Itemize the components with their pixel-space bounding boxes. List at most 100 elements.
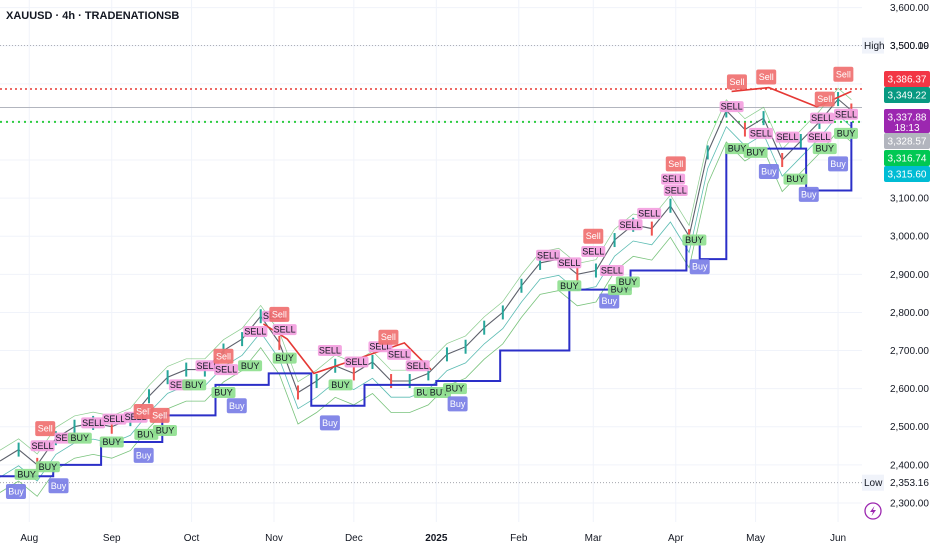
signal-label: BUY (416, 387, 435, 397)
signal-label: BUY (786, 174, 805, 184)
sell-signal: SELL (405, 360, 430, 372)
signal-box (387, 348, 412, 360)
buy-signal: Buy (48, 478, 69, 494)
sell-signal: SELL (775, 131, 800, 143)
signal-label: BUY (430, 387, 449, 397)
signal-box (226, 398, 247, 414)
signal-box (557, 280, 582, 292)
sell-signal: SELL (748, 127, 773, 139)
price-tag (884, 109, 930, 133)
y-tick-label: 3,000.00 (890, 232, 929, 243)
x-axis[interactable]: Aug Sep Oct Nov Dec 2025 Feb Mar Apr May Jun (20, 533, 846, 544)
signal-label: SELL (811, 113, 833, 123)
signal-label: Buy (51, 481, 67, 491)
sell-signal: SELL (834, 108, 858, 120)
x-tick-label: Aug (20, 533, 38, 544)
signal-label: Buy (601, 296, 617, 306)
y-tick-label: 3,500.00 (890, 41, 929, 52)
signal-box (599, 265, 624, 277)
signal-box (814, 91, 835, 107)
lightning-icon[interactable] (864, 502, 882, 520)
signal-label: SELL (407, 361, 429, 371)
signal-label: Sell (586, 231, 601, 241)
sell-signal: Sell (814, 91, 835, 107)
x-tick-label: Feb (510, 533, 528, 544)
signal-box (149, 407, 170, 423)
buy-signal: BUY (35, 461, 60, 473)
signal-box (67, 432, 92, 444)
signal-box (682, 234, 707, 246)
y-tick-label: 2,900.00 (890, 270, 929, 281)
sell-signal: Sell (756, 69, 777, 85)
buy-signal: BUY (557, 280, 582, 292)
sell-signal: SELL (536, 249, 561, 261)
signal-label: SELL (638, 208, 660, 218)
signal-label: SELL (274, 325, 296, 335)
signal-label: SELL (345, 357, 367, 367)
signal-box (405, 360, 430, 372)
sell-signal: SELL (195, 360, 220, 372)
signal-box (213, 348, 234, 364)
x-tick-label: May (746, 533, 765, 544)
signal-box (81, 417, 106, 429)
y-tick-label: 2,800.00 (890, 308, 929, 319)
signal-box (599, 293, 620, 309)
signal-label: Buy (8, 487, 24, 497)
x-tick-label: Apr (668, 533, 684, 544)
signal-box (807, 131, 832, 143)
signal-label: Buy (761, 166, 777, 176)
signal-box (661, 173, 686, 185)
sell-signal: Sell (378, 329, 399, 345)
price-tag-value: 3,328.57 (888, 137, 927, 148)
signal-label: Buy (229, 401, 245, 411)
signal-label: SELL (558, 258, 580, 268)
signal-label: BUY (156, 426, 175, 436)
signal-label: Sell (817, 94, 832, 104)
signal-label: BUY (837, 128, 856, 138)
sell-signal: SELL (272, 324, 297, 336)
signal-label: Sell (729, 77, 744, 87)
price-tag-value: 3,349.22 (888, 91, 927, 102)
signal-label: Buy (692, 262, 708, 272)
signal-box (775, 131, 800, 143)
signal-label: SELL (665, 186, 687, 196)
sell-signal: SELL (344, 356, 369, 368)
signal-box (828, 156, 849, 172)
signal-box (272, 352, 297, 364)
signal-label: Sell (216, 351, 231, 361)
price-tag (884, 166, 930, 182)
signal-box (536, 249, 561, 261)
level-lines (0, 45, 862, 484)
y-tick-label: 2,300.00 (890, 498, 929, 509)
sell-signal: Sell (133, 404, 154, 420)
signal-label: SELL (776, 132, 798, 142)
signal-box (743, 146, 768, 158)
signal-label: SELL (103, 414, 125, 424)
sell-signal: SELL (599, 265, 624, 277)
signal-label: SELL (369, 342, 391, 352)
signal-label: Sell (836, 69, 851, 79)
signal-label: BUY (102, 437, 121, 447)
sell-signal: SELL (557, 257, 582, 269)
x-tick-label: Oct (184, 533, 200, 544)
sell-signal: SELL (102, 413, 127, 425)
signal-box (557, 257, 582, 269)
signal-box (798, 186, 819, 202)
price-tag (884, 133, 930, 149)
x-tick-label: Sep (103, 533, 121, 544)
signal-label: SELL (319, 346, 341, 356)
buy-signal: BUY (834, 127, 858, 139)
signal-label: SELL (55, 433, 77, 443)
signal-label: SELL (750, 128, 772, 138)
price-tag-value: 3,386.37 (888, 75, 927, 86)
signal-box (756, 69, 777, 85)
signal-label: BUY (728, 144, 747, 154)
signal-label: BUY (39, 462, 58, 472)
signal-label: Buy (322, 418, 338, 428)
signal-box (5, 484, 26, 500)
signal-label: Sell (152, 410, 167, 420)
low-label: Low (864, 478, 883, 489)
